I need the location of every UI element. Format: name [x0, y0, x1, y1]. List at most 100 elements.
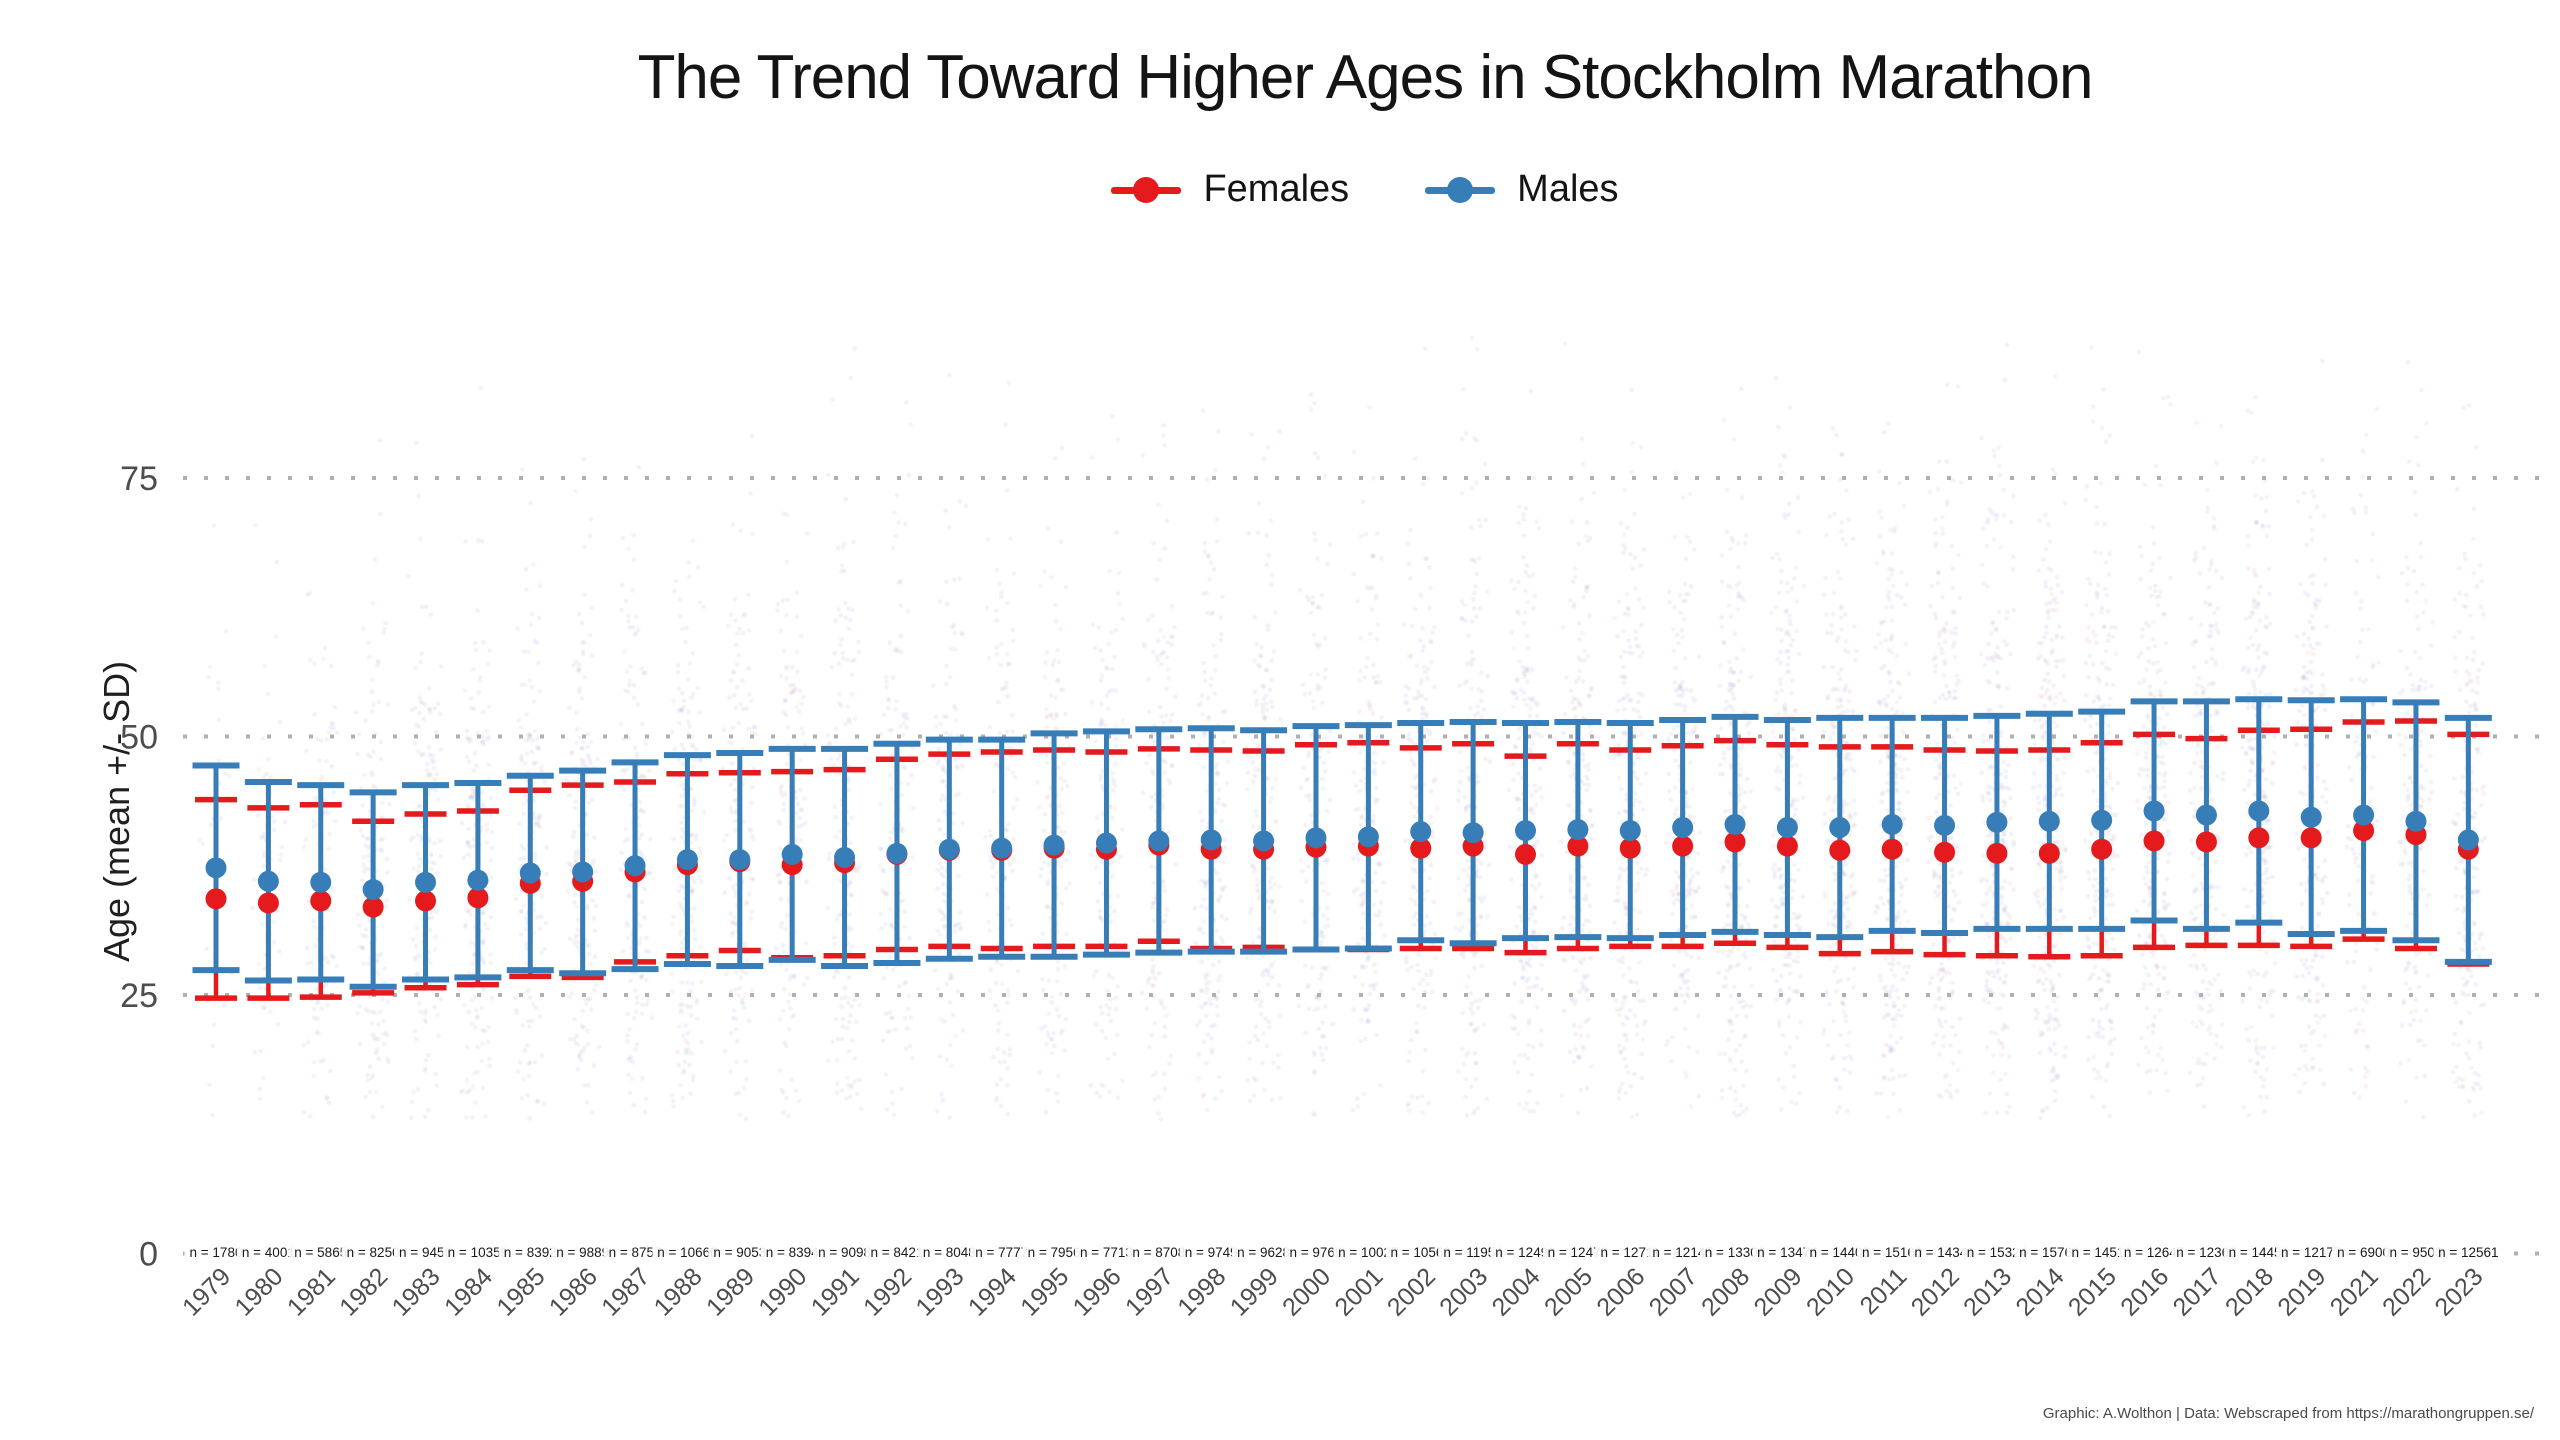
n-label-1991: n = 9098: [818, 1245, 871, 1260]
n-label-2002: n = 10563: [1391, 1245, 1451, 1260]
x-tick-label-1998: 1998: [1172, 1262, 1231, 1321]
mean-dot-females-2013: [1986, 842, 2008, 864]
mean-dot-males-2014: [2038, 810, 2060, 832]
n-label-1989: n = 9053: [713, 1245, 766, 1260]
x-tick-label-2005: 2005: [1539, 1262, 1598, 1321]
n-label-halo: [1179, 1243, 1243, 1261]
x-tick-label-1990: 1990: [753, 1262, 812, 1321]
x-tick-label-1996: 1996: [1068, 1262, 1127, 1321]
n-label-2003: n = 11954: [1443, 1245, 1503, 1260]
n-label-1984: n = 10359: [448, 1245, 508, 1260]
n-label-2006: n = 12711: [1601, 1245, 1660, 1260]
mean-dot-males-1992: [886, 842, 908, 864]
n-label-2014: n = 15760: [2019, 1245, 2079, 1260]
mean-dot-females-2014: [2038, 842, 2060, 864]
mean-dot-males-2017: [2195, 804, 2217, 826]
x-tick-label-2017: 2017: [2168, 1262, 2227, 1321]
mean-dot-males-2006: [1619, 820, 1641, 842]
x-tick-label-1981: 1981: [282, 1262, 341, 1321]
mean-dot-males-1998: [1200, 829, 1222, 851]
n-label-2016: n = 12647: [2124, 1245, 2184, 1260]
n-label-halo: [970, 1243, 1034, 1261]
y-tick-label-75: 75: [120, 460, 158, 498]
n-label-2009: n = 13476: [1757, 1245, 1817, 1260]
mean-dot-males-1995: [1043, 834, 1065, 856]
n-label-2010: n = 14403: [1810, 1245, 1870, 1260]
x-tick-label-1988: 1988: [649, 1262, 708, 1321]
mean-dot-males-1985: [519, 862, 541, 884]
mean-dot-males-1982: [362, 879, 384, 901]
n-label-halo: [442, 1243, 513, 1261]
n-label-1998: n = 9749: [1185, 1245, 1238, 1260]
n-label-1979: n = 1780: [190, 1245, 243, 1260]
females-dot-icon: [1133, 176, 1160, 203]
n-label-2015: n = 14513: [2071, 1245, 2131, 1260]
n-label-halo: [2276, 1243, 2347, 1261]
n-label-1996: n = 7713: [1080, 1245, 1133, 1260]
n-label-1980: n = 4001: [242, 1245, 295, 1260]
n-label-1990: n = 8394: [766, 1245, 819, 1260]
legend-item-males: Males: [1425, 168, 1619, 211]
mean-dot-males-1979: [205, 857, 227, 879]
mean-dot-females-2021: [2353, 820, 2375, 842]
n-label-1987: n = 8757: [609, 1245, 662, 1260]
n-label-halo: [1232, 1243, 1296, 1261]
n-label-1985: n = 8392: [504, 1245, 557, 1260]
mean-dot-females-1980: [257, 892, 279, 914]
x-tick-label-2002: 2002: [1382, 1262, 1441, 1321]
x-tick-label-1980: 1980: [229, 1262, 288, 1321]
n-label-2017: n = 12362: [2176, 1245, 2236, 1260]
mean-dot-females-2005: [1567, 835, 1589, 857]
mean-dot-males-2009: [1776, 816, 1798, 838]
x-tick-label-2014: 2014: [2010, 1262, 2069, 1321]
n-label-halo: [341, 1243, 405, 1261]
mean-dot-males-1988: [676, 849, 698, 871]
x-tick-label-1983: 1983: [387, 1262, 446, 1321]
mean-dot-males-1999: [1253, 830, 1275, 852]
n-label-halo: [184, 1243, 248, 1261]
mean-dot-males-2008: [1724, 813, 1746, 835]
x-tick-label-2010: 2010: [1801, 1262, 1860, 1321]
legend-label-males: Males: [1517, 168, 1619, 210]
n-label-halo: [603, 1243, 667, 1261]
n-label-halo: [708, 1243, 772, 1261]
x-tick-label-1984: 1984: [439, 1262, 498, 1321]
mean-dot-males-2021: [2353, 804, 2375, 826]
mean-dot-females-2011: [1881, 838, 1903, 860]
mean-dot-males-2023: [2457, 829, 2479, 851]
x-tick-label-1997: 1997: [1120, 1262, 1179, 1321]
n-label-halo: [289, 1243, 353, 1261]
x-tick-label-2007: 2007: [1644, 1262, 1703, 1321]
mean-dot-males-2016: [2143, 800, 2165, 822]
y-tick-label-50: 50: [120, 719, 158, 757]
n-label-1994: n = 7777: [975, 1245, 1028, 1260]
x-tick-label-2019: 2019: [2272, 1262, 2331, 1321]
n-label-1982: n = 8250: [347, 1245, 400, 1260]
x-tick-label-2011: 2011: [1855, 1262, 1913, 1320]
x-tick-label-2006: 2006: [1591, 1262, 1650, 1321]
mean-dot-males-1991: [834, 846, 856, 868]
mean-dot-males-1996: [1095, 832, 1117, 854]
mean-dot-males-2010: [1829, 816, 1851, 838]
n-label-2012: n = 14341: [1914, 1245, 1974, 1260]
n-label-halo: [917, 1243, 981, 1261]
females-errorbar-icon: [1111, 176, 1182, 204]
mean-dot-females-2015: [2091, 838, 2113, 860]
x-tick-label-2015: 2015: [2063, 1262, 2122, 1321]
mean-dot-females-2007: [1672, 835, 1694, 857]
x-tick-label-2009: 2009: [1749, 1262, 1808, 1321]
mean-dot-females-2004: [1515, 843, 1536, 865]
n-label-2023: n = 12561: [2438, 1245, 2498, 1260]
x-tick-label-2000: 2000: [1277, 1262, 1336, 1321]
mean-dot-females-1983: [415, 890, 437, 912]
n-label-halo: [865, 1243, 929, 1261]
n-label-halo: [2331, 1243, 2396, 1261]
mean-dot-females-2008: [1724, 831, 1746, 853]
mean-dot-males-1990: [781, 843, 803, 865]
mean-dot-females-2009: [1776, 835, 1798, 857]
x-tick-label-1991: 1991: [806, 1262, 865, 1321]
mean-dot-females-2019: [2300, 827, 2322, 849]
mean-dot-males-2001: [1357, 826, 1379, 848]
